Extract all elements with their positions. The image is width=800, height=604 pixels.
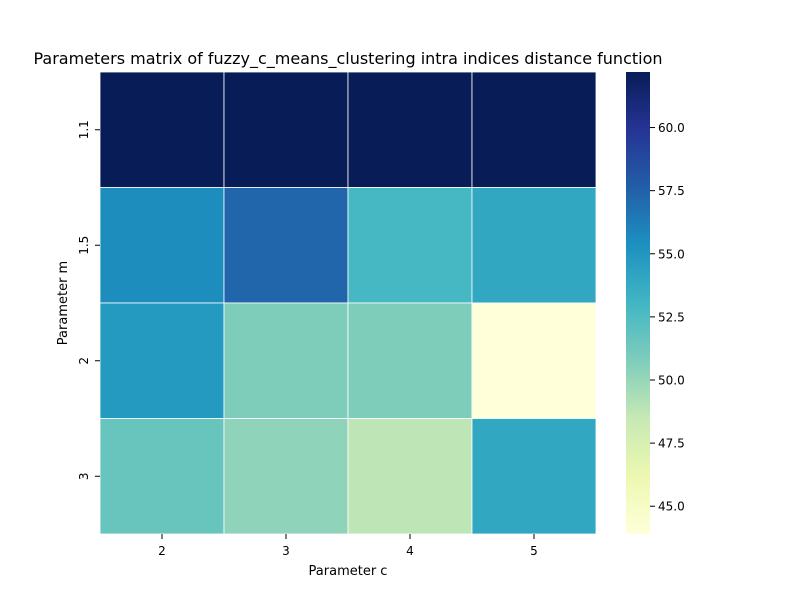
heatmap-cell: [99, 418, 225, 535]
y-axis-label: Parameter m: [56, 261, 71, 345]
heatmap-cell: [471, 418, 597, 535]
x-axis-label: Parameter c: [309, 564, 388, 579]
heatmap-cell: [347, 71, 473, 188]
heatmap-cell: [99, 187, 225, 304]
heatmap-cell: [223, 71, 349, 188]
colorbar-tick-label: 60.0: [658, 121, 685, 135]
colorbar-ticks: 45.0 47.5 50.0 52.5 55.0 57.5 60.0: [650, 121, 685, 514]
x-tick-label: 3: [282, 544, 290, 558]
heatmap-cells: [99, 71, 597, 535]
heatmap-cell: [347, 302, 473, 419]
heatmap-cell: [471, 187, 597, 304]
heatmap-cell: [99, 71, 225, 188]
colorbar-tick-label: 57.5: [658, 184, 685, 198]
heatmap-cell: [223, 418, 349, 535]
colorbar-tick-label: 50.0: [658, 374, 685, 388]
heatmap-cell: [99, 302, 225, 419]
y-tick-label: 1.5: [77, 236, 91, 255]
colorbar-tick-label: 45.0: [658, 500, 685, 514]
colorbar-tick-label: 47.5: [658, 437, 685, 451]
y-tick-label: 2: [77, 357, 91, 365]
y-axis-ticks: 1.1 1.5 2 3: [77, 120, 100, 480]
heatmap-cell: [471, 302, 597, 419]
y-tick-label: 1.1: [77, 120, 91, 139]
y-tick-label: 3: [77, 472, 91, 480]
colorbar-tick-label: 55.0: [658, 247, 685, 261]
colorbar-tick-label: 52.5: [658, 310, 685, 324]
x-tick-label: 2: [158, 544, 166, 558]
chart-title: Parameters matrix of fuzzy_c_means_clust…: [33, 49, 662, 69]
x-tick-label: 4: [406, 544, 414, 558]
heatmap-cell: [471, 71, 597, 188]
heatmap-cell: [223, 302, 349, 419]
heatmap-cell: [347, 187, 473, 304]
heatmap-cell: [347, 418, 473, 535]
x-axis-ticks: 2 3 4 5: [158, 534, 538, 558]
heatmap-cell: [223, 187, 349, 304]
colorbar: [626, 72, 650, 534]
x-tick-label: 5: [530, 544, 538, 558]
